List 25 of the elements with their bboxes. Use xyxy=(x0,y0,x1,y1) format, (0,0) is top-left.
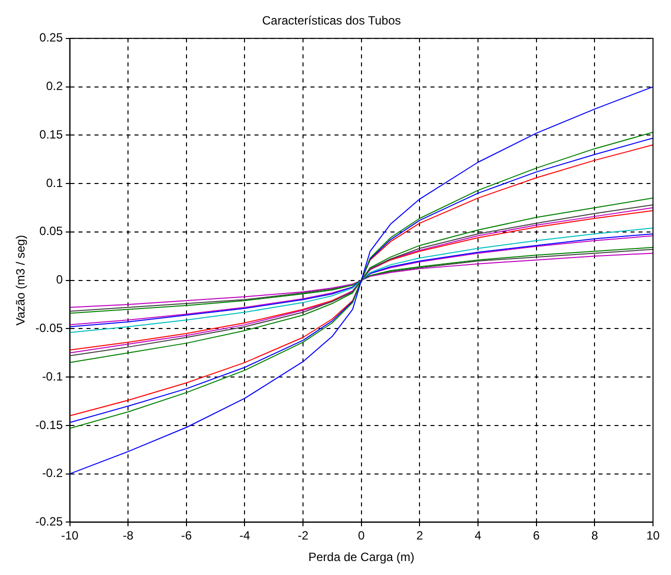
y-tick-label: 0.2 xyxy=(46,79,64,94)
x-tick-label: -6 xyxy=(181,528,192,543)
x-tick-label: -2 xyxy=(298,528,309,543)
x-tick-label: -10 xyxy=(61,528,79,543)
x-tick-label: 8 xyxy=(591,528,598,543)
x-tick-label: 0 xyxy=(358,528,366,543)
x-tick-label: 2 xyxy=(416,528,424,543)
y-tick-label: -0.25 xyxy=(35,514,64,529)
y-tick-label: 0.1 xyxy=(46,176,64,190)
x-axis-title: Perda de Carga (m) xyxy=(308,550,414,564)
x-tick-label: -8 xyxy=(122,528,134,543)
y-axis-title: Vazão (m3 / seg) xyxy=(14,235,28,326)
y-tick-label: -0.1 xyxy=(42,369,64,384)
y-tick-label: 0.15 xyxy=(39,127,64,142)
y-tick-label: -0.2 xyxy=(42,466,64,480)
chart-title: Características dos Tubos xyxy=(262,14,401,28)
y-tick-label: 0.05 xyxy=(39,224,64,238)
x-tick-label: -4 xyxy=(239,528,250,543)
x-tick-label: 10 xyxy=(646,528,660,543)
y-tick-label: 0 xyxy=(56,272,64,287)
y-tick-label: -0.05 xyxy=(35,320,64,335)
x-tick-label: 6 xyxy=(533,528,540,543)
y-tick-label: 0.25 xyxy=(39,30,64,45)
y-tick-label: -0.15 xyxy=(35,418,64,432)
x-tick-label: 4 xyxy=(474,528,482,543)
